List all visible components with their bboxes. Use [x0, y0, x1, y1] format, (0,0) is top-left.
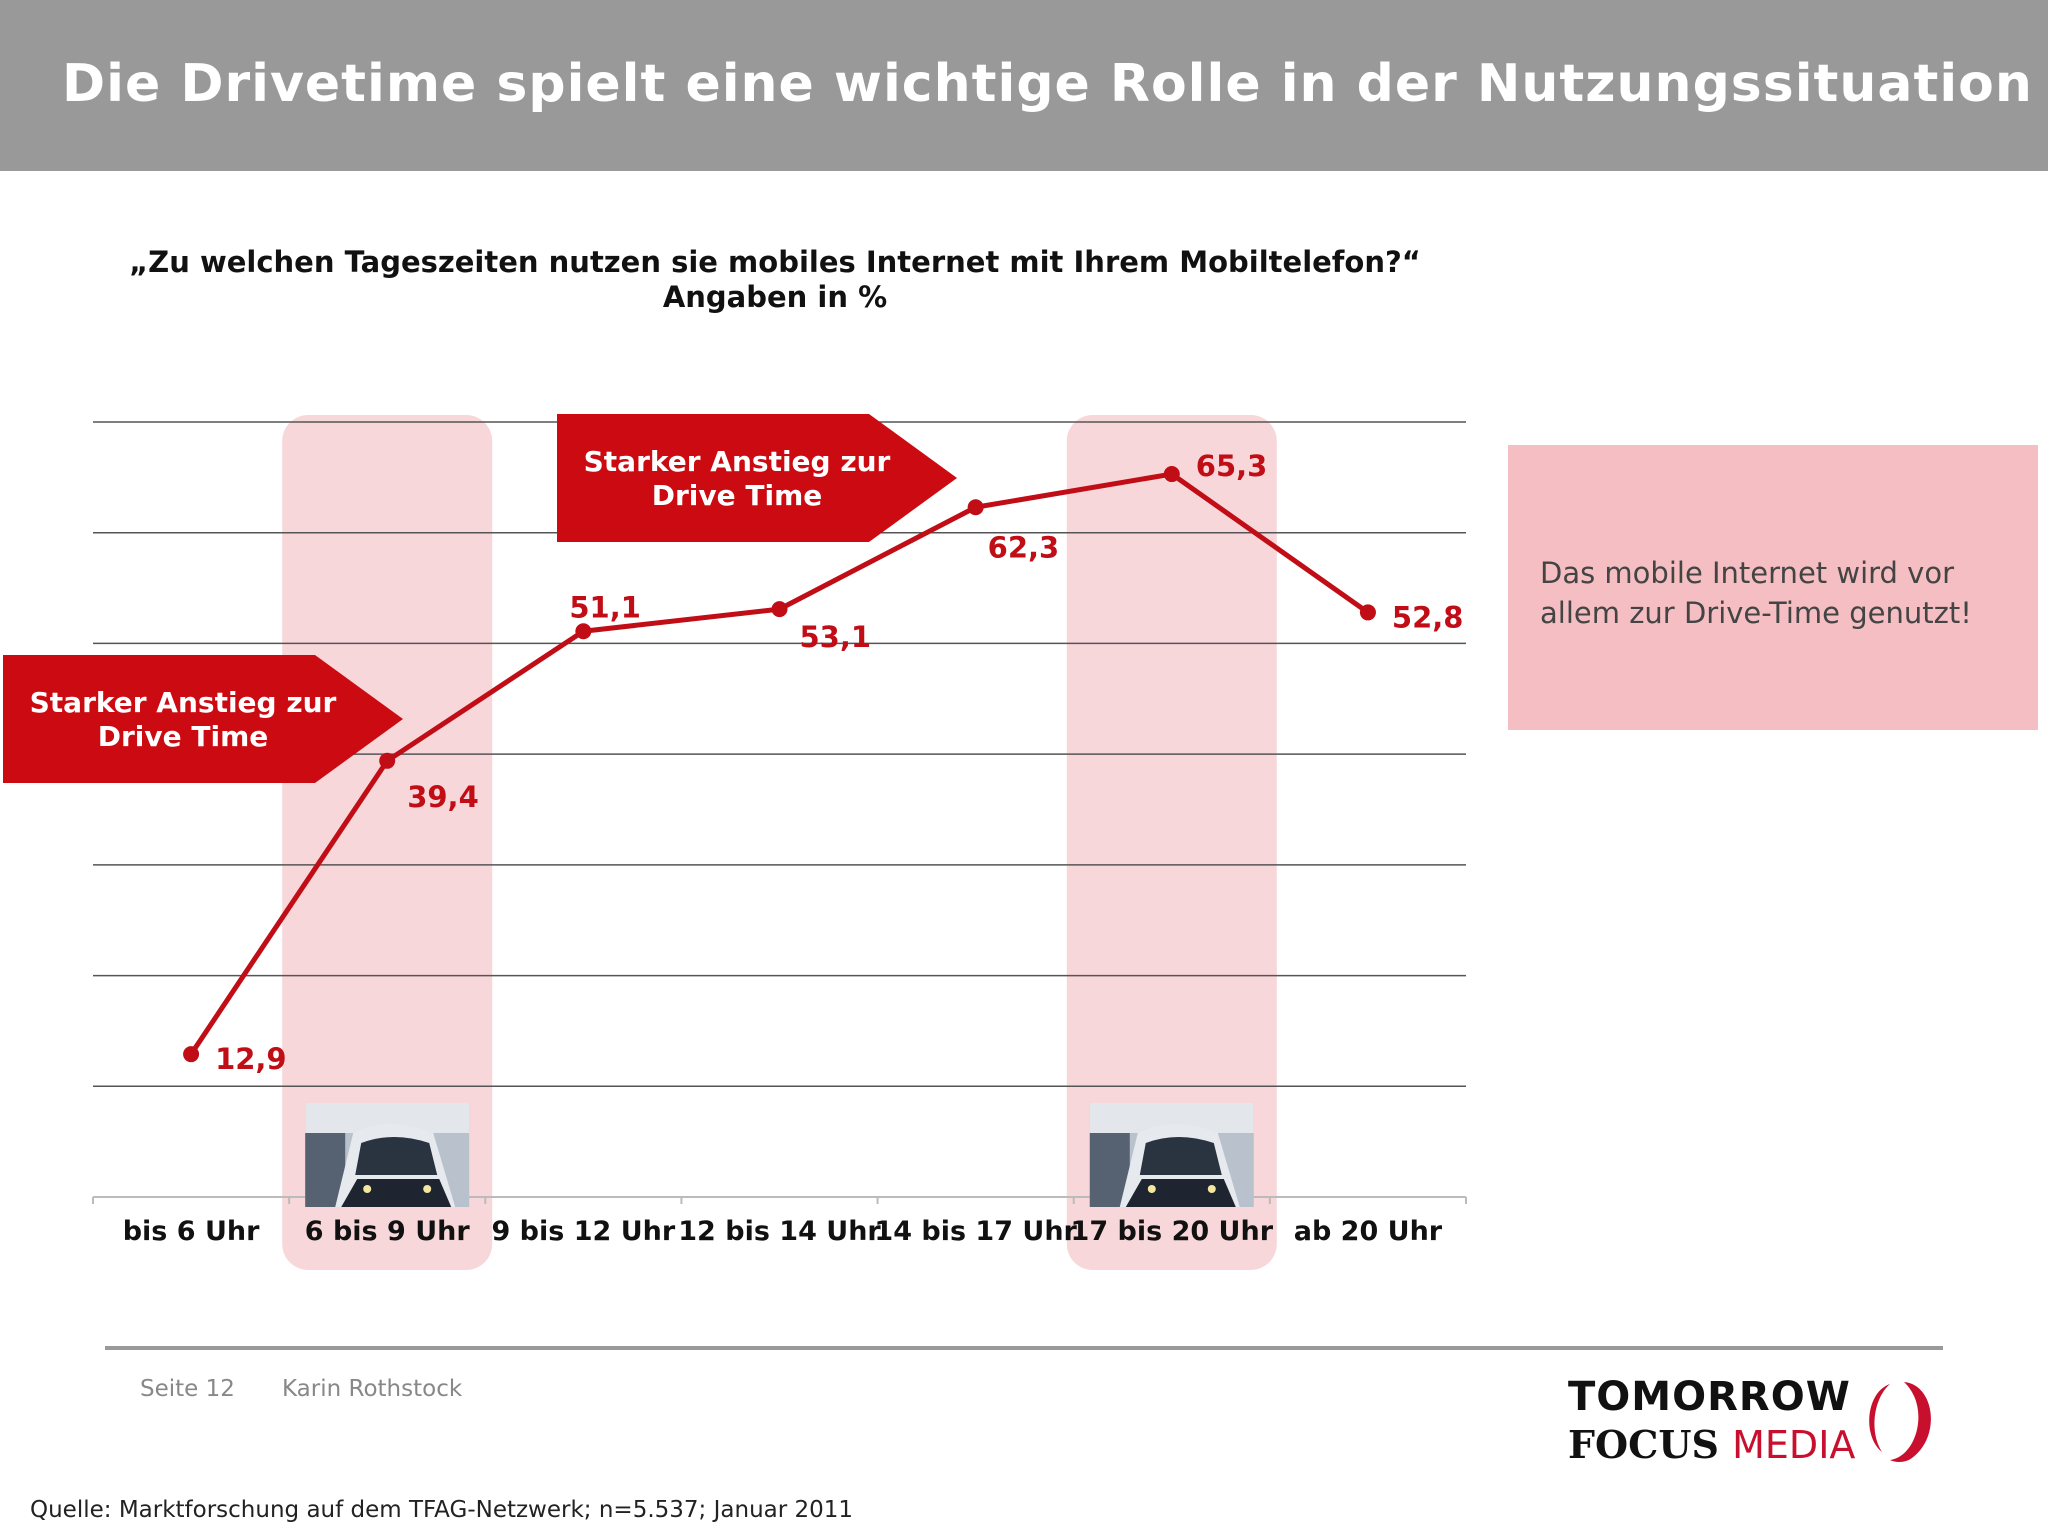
logo-media-word: MEDIA — [1732, 1423, 1856, 1467]
arrow-label: Drive Time — [652, 479, 823, 512]
data-label: 39,4 — [407, 780, 479, 814]
highlight-band — [1066, 415, 1277, 1270]
x-tick-label: 9 bis 12 Uhr — [492, 1216, 676, 1247]
line-chart: 12,9 39,4 51,1 53,1 62,3 65,3 52,8 bis 6 Uhr 6 b… — [3, 414, 1467, 1270]
highlight-band — [282, 415, 493, 1270]
x-tick-label: 17 bis 20 Uhr — [1071, 1216, 1274, 1247]
data-label: 12,9 — [215, 1042, 287, 1076]
data-point — [379, 752, 396, 769]
x-tick-label: bis 6 Uhr — [123, 1216, 260, 1247]
data-label: 62,3 — [988, 530, 1060, 564]
footer-divider — [105, 1346, 1943, 1350]
data-label: 53,1 — [800, 620, 872, 654]
data-label: 52,8 — [1392, 600, 1464, 634]
page-title: Die Drivetime spielt eine wichtige Rolle… — [62, 54, 2033, 114]
x-tick-label: ab 20 Uhr — [1294, 1216, 1443, 1247]
arrow-label: Starker Anstieg zur — [584, 445, 891, 478]
chart-title: „Zu welchen Tageszeiten nutzen sie mobil… — [100, 245, 1450, 315]
data-point — [1163, 466, 1180, 483]
train-photo-icon — [305, 1103, 470, 1207]
company-logo: TOMORROW FOCUS MEDIA — [1568, 1370, 1948, 1490]
arrow-label: Drive Time — [98, 720, 269, 753]
data-label: 51,1 — [569, 590, 641, 624]
header-bar: Die Drivetime spielt eine wichtige Rolle… — [0, 0, 2048, 171]
x-tick-label: 14 bis 17 Uhr — [874, 1216, 1077, 1247]
data-point — [771, 601, 788, 618]
logo-line-tomorrow: TOMORROW — [1568, 1374, 1851, 1420]
logo-ring-icon — [1869, 1382, 1931, 1462]
chart-unit-line: Angaben in % — [662, 280, 888, 314]
chart-question: „Zu welchen Tageszeiten nutzen sie mobil… — [129, 245, 1421, 279]
page-number: Seite 12 — [140, 1376, 235, 1402]
data-point — [575, 623, 592, 640]
logo-line-focus-media: FOCUS MEDIA — [1568, 1422, 1855, 1467]
data-point — [967, 499, 984, 516]
speech-bubble — [1508, 445, 2038, 730]
train-photo-icon — [1089, 1103, 1254, 1207]
data-point — [183, 1046, 200, 1063]
arrow-label: Starker Anstieg zur — [30, 686, 337, 719]
data-label: 65,3 — [1196, 449, 1268, 483]
logo-focus-word: FOCUS — [1568, 1422, 1719, 1467]
callout-text: Das mobile Internet wird vor allem zur D… — [1540, 556, 1972, 630]
author-name: Karin Rothstock — [282, 1376, 463, 1402]
source-note: Quelle: Marktforschung auf dem TFAG-Netz… — [30, 1497, 854, 1523]
x-tick-label: 12 bis 14 Uhr — [678, 1216, 881, 1247]
data-point — [1359, 604, 1376, 621]
x-tick-label: 6 bis 9 Uhr — [305, 1216, 471, 1247]
